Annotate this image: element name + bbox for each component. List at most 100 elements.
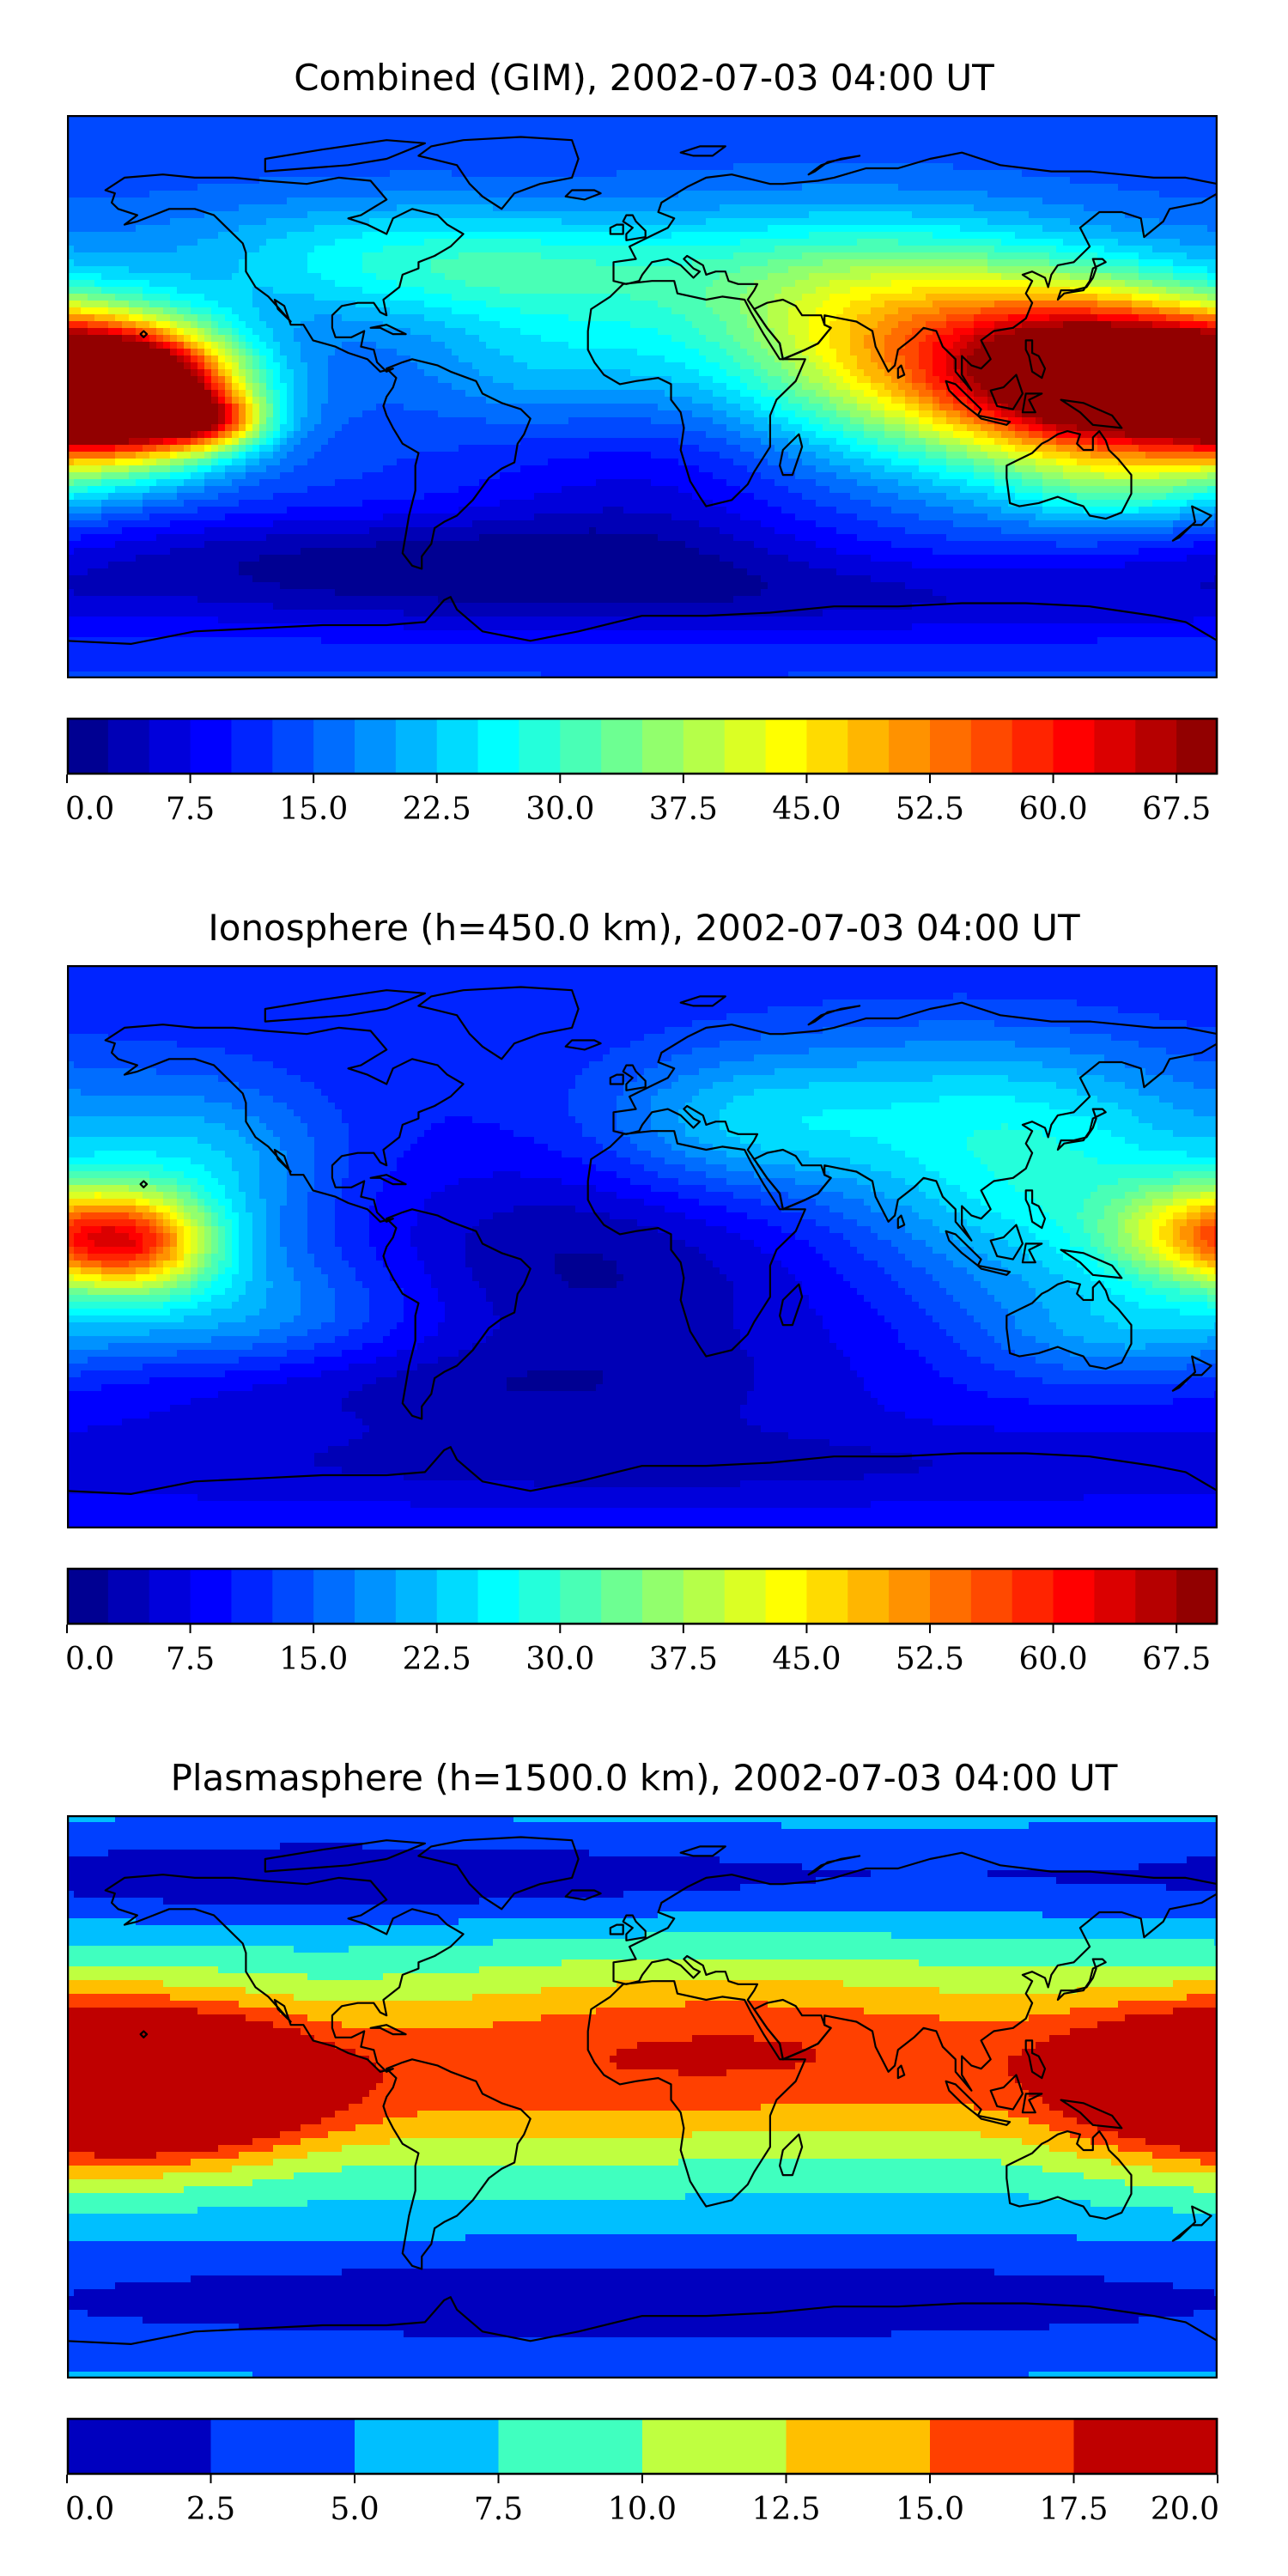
- colorbar-segment: [930, 718, 972, 775]
- colorbar-segment: [107, 1568, 150, 1625]
- colorbar-segment: [210, 2418, 355, 2475]
- colorbar-segment: [1073, 2418, 1218, 2475]
- colorbar-tick-label: 37.5: [649, 792, 718, 827]
- colorbar-segment: [970, 1568, 1013, 1625]
- coastline-madagascar: [779, 433, 804, 477]
- colorbar-segment: [1053, 718, 1095, 775]
- panel-2-title: Ionosphere (h=450.0 km), 2002-07-03 04:0…: [0, 907, 1288, 950]
- colorbar-segment: [786, 2418, 931, 2475]
- coastline-sulawesi: [1021, 1242, 1043, 1264]
- colorbar-segment: [355, 1568, 397, 1625]
- coastline-japan: [1056, 1108, 1107, 1151]
- coastline-cuba: [369, 2024, 407, 2036]
- coastline-hawaii: [139, 2030, 149, 2038]
- coastline-eurasia: [612, 1851, 1218, 2092]
- colorbar-segment: [889, 718, 931, 775]
- coastlines: [67, 986, 1218, 1528]
- colorbar-tick-label: 0.0: [65, 2492, 114, 2527]
- colorbar-frame: [66, 1567, 1218, 1625]
- colorbar-segment: [498, 2418, 643, 2475]
- colorbar-segment: [231, 718, 273, 775]
- colorbar-tick-label: 67.5: [1142, 1642, 1211, 1677]
- panel-1-title: Combined (GIM), 2002-07-03 04:00 UT: [0, 57, 1288, 100]
- colorbar-segment: [724, 718, 767, 775]
- colorbar-tick-label: 52.5: [896, 1642, 964, 1677]
- coastline-novaya-zemlya: [807, 1855, 861, 1876]
- colorbar-segment: [355, 2418, 499, 2475]
- colorbar-tick-label: 22.5: [403, 792, 471, 827]
- coastline-svalbard: [679, 995, 726, 1007]
- coastline-arabia: [753, 1998, 832, 2061]
- colorbar-tick-label: 22.5: [403, 1642, 471, 1677]
- coastline-java: [976, 2114, 1012, 2126]
- coastline-australia: [1005, 2130, 1133, 2221]
- colorbar-tick-label: 67.5: [1142, 792, 1211, 827]
- colorbar-segment: [642, 2418, 787, 2475]
- colorbar-segment: [1012, 1568, 1054, 1625]
- coastline-new-guinea: [1060, 2099, 1123, 2129]
- colorbar-tick-label: 7.5: [166, 1642, 215, 1677]
- coastline-new-guinea: [1060, 398, 1123, 429]
- field-cells: [67, 965, 1218, 1528]
- colorbar-segment: [642, 1568, 684, 1625]
- coastline-north-america: [104, 1874, 465, 2073]
- colorbar-segment: [1176, 1568, 1218, 1625]
- colorbar-segment: [272, 718, 314, 775]
- colorbar-segment: [765, 718, 807, 775]
- coastline-canadian-islands: [264, 989, 426, 1023]
- coastline-svalbard: [679, 145, 726, 157]
- coastline-africa: [586, 1130, 806, 1358]
- map-frame: [67, 1815, 1218, 2379]
- coastline-new-zealand: [1171, 1355, 1212, 1392]
- coastline-madagascar: [779, 1283, 804, 1327]
- colorbar-segment: [1012, 718, 1054, 775]
- coastline-novaya-zemlya: [807, 155, 861, 176]
- colorbar-segment: [806, 1568, 848, 1625]
- colorbar-segment: [436, 718, 479, 775]
- coastline-sri-lanka: [896, 2064, 906, 2080]
- coastline-borneo: [989, 2074, 1024, 2111]
- colorbar-tick-label: 0.0: [65, 792, 114, 827]
- colorbar-segment: [149, 1568, 191, 1625]
- colorbar-segment: [436, 1568, 479, 1625]
- coastline-eurasia: [612, 1001, 1218, 1242]
- colorbar-tick-label: 52.5: [896, 792, 964, 827]
- coastline-british-isles: [622, 1064, 647, 1091]
- coastline-antarctica: [67, 2296, 1218, 2379]
- coastline-ireland: [609, 1073, 624, 1085]
- coastline-new-guinea: [1060, 1249, 1123, 1279]
- panel-2-colorbar: 0.0 7.5 15.0 22.5 30.0 37.5 45.0 52.5 60.0 67.5: [65, 1567, 1218, 1677]
- coastline-madagascar: [779, 2133, 804, 2177]
- map-frame: [67, 965, 1218, 1528]
- field-cells: [67, 1815, 1218, 2379]
- coastline-arabia: [753, 298, 832, 361]
- colorbar-frame: [66, 717, 1218, 775]
- colorbar-segment: [970, 718, 1013, 775]
- coastline-eurasia: [612, 151, 1218, 392]
- colorbar-segment: [313, 1568, 355, 1625]
- colorbar-tick-label: 17.5: [1039, 2492, 1108, 2527]
- colorbar-segment: [683, 718, 726, 775]
- coastline-australia: [1005, 1280, 1133, 1370]
- colorbar-segment: [149, 718, 191, 775]
- coastlines: [67, 1836, 1218, 2379]
- colorbar-tick-label: 12.5: [751, 2492, 820, 2527]
- colorbar-segment: [355, 718, 397, 775]
- coastline-java: [976, 1264, 1012, 1276]
- coastline-new-zealand: [1171, 505, 1212, 542]
- coastline-antarctica: [67, 596, 1218, 678]
- colorbar-tick-label: 37.5: [649, 1642, 718, 1677]
- colorbar-tick-label: 45.0: [772, 1642, 841, 1677]
- colorbar-tick-label: 45.0: [772, 792, 841, 827]
- colorbar-segment: [190, 718, 232, 775]
- field-cells: [67, 115, 1218, 678]
- coastline-cuba: [369, 324, 407, 336]
- coastline-hawaii: [139, 1180, 149, 1188]
- panel-1-colorbar: 0.0 7.5 15.0 22.5 30.0 37.5 45.0 52.5 60.0 67.5: [65, 717, 1218, 827]
- colorbar-segment: [67, 2418, 211, 2475]
- coastline-ireland: [609, 1923, 624, 1935]
- colorbar-tick-label: 7.5: [474, 2492, 523, 2527]
- panel-3-map: [67, 1815, 1218, 2379]
- coastline-iceland: [564, 1039, 602, 1051]
- colorbar-segment: [519, 1568, 561, 1625]
